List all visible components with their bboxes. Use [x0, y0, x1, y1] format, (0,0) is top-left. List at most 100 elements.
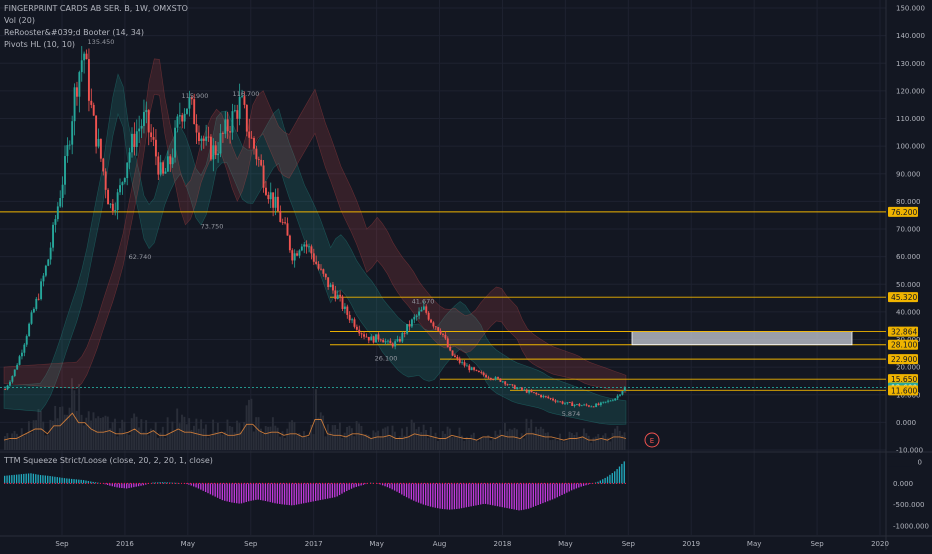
squeeze-bar	[600, 481, 601, 484]
squeeze-bar	[260, 483, 261, 500]
volume-bar	[236, 421, 238, 450]
candle-body	[102, 159, 104, 172]
squeeze-bar	[526, 483, 527, 509]
candle-body	[509, 384, 511, 385]
candle-body	[495, 377, 497, 379]
squeeze-bar	[573, 483, 574, 489]
candle-body	[325, 274, 327, 277]
candle-body	[605, 402, 607, 403]
squeeze-bar	[616, 469, 617, 483]
squeeze-bar	[420, 483, 421, 503]
squeeze-bar	[518, 483, 519, 510]
volume-bar	[478, 441, 480, 450]
pivots-indicator-label[interactable]: Pivots HL (10, 10)	[4, 40, 75, 49]
candle-body	[289, 236, 291, 251]
candle-body	[162, 162, 164, 173]
squeeze-bar	[418, 483, 419, 502]
squeeze-bar	[514, 483, 515, 509]
squeeze-bar	[435, 483, 436, 507]
volume-bar	[57, 418, 59, 450]
volume-bar	[482, 438, 484, 450]
squeeze-bar	[413, 483, 414, 500]
candle-body	[375, 334, 377, 342]
candle-body	[334, 290, 336, 299]
volume-bar	[42, 422, 44, 450]
volume-bar	[384, 427, 386, 450]
squeeze-bar	[33, 474, 34, 484]
volume-bar	[415, 429, 417, 450]
volume-bar	[104, 416, 106, 450]
candle-body	[478, 371, 480, 372]
candle-body	[464, 362, 466, 365]
squeeze-bar	[37, 475, 38, 484]
price-tag-label: 32.864	[891, 328, 917, 337]
candle-body	[198, 133, 200, 141]
volume-bar	[545, 433, 547, 450]
candle-body	[602, 402, 604, 403]
squeeze-bar	[322, 483, 323, 499]
squeeze-bar	[571, 483, 572, 490]
squeeze-bar	[203, 483, 204, 490]
price-tag-label: 76.200	[891, 208, 917, 217]
candle-body	[444, 335, 446, 339]
candle-body	[327, 277, 329, 287]
indicator-tick-label: -500.000	[893, 501, 924, 509]
squeeze-bar	[485, 483, 486, 503]
squeeze-bar	[286, 483, 287, 504]
squeeze-bar	[308, 483, 309, 502]
squeeze-bar	[430, 483, 431, 506]
volume-bar	[49, 420, 51, 450]
volume-bar	[561, 441, 563, 450]
candle-body	[619, 395, 621, 396]
ttm-squeeze-indicator-label[interactable]: TTM Squeeze Strict/Loose (close, 20, 2, …	[4, 456, 213, 465]
squeeze-bar	[14, 475, 15, 484]
squeeze-bar	[224, 483, 225, 500]
volume-bar	[547, 432, 549, 450]
candle-body	[440, 331, 442, 334]
squeeze-bar	[578, 483, 579, 487]
candle-body	[267, 195, 269, 199]
candle-body	[165, 172, 167, 174]
squeeze-bar	[614, 471, 615, 483]
candle-body	[394, 341, 396, 346]
candle-body	[607, 401, 609, 402]
volume-bar	[16, 434, 18, 450]
squeeze-bar	[329, 483, 330, 498]
candle-body	[121, 182, 123, 185]
volume-bar	[322, 416, 324, 450]
squeeze-bar	[561, 483, 562, 495]
volume-bar	[360, 426, 362, 450]
symbol-title[interactable]: FINGERPRINT CARDS AB SER. B, 1W, OMXSTO	[4, 4, 188, 13]
volume-bar	[241, 432, 243, 450]
squeeze-bar	[133, 483, 134, 487]
volume-bar	[521, 433, 523, 450]
time-tick-label: Sep	[55, 540, 69, 548]
candle-body	[471, 367, 473, 370]
candle-body	[222, 133, 224, 134]
squeeze-bar	[535, 483, 536, 506]
squeeze-bar	[454, 483, 455, 509]
squeeze-bar	[459, 483, 460, 508]
candle-body	[150, 132, 152, 137]
volume-bar	[207, 438, 209, 450]
candle-body	[282, 222, 284, 223]
candle-body	[117, 192, 119, 210]
booter-indicator-label[interactable]: ReRooster&#039;d Booter (14, 34)	[4, 28, 144, 37]
volume-bar	[246, 405, 248, 450]
candle-body	[19, 356, 21, 365]
candle-body	[621, 391, 623, 395]
candle-body	[57, 206, 59, 219]
candle-body	[148, 110, 150, 132]
volume-indicator-label[interactable]: Vol (20)	[4, 16, 35, 25]
candle-body	[253, 138, 255, 149]
candle-body	[93, 105, 95, 116]
squeeze-bar	[523, 483, 524, 509]
squeeze-bar	[176, 483, 177, 484]
squeeze-bar	[547, 483, 548, 501]
volume-bar	[571, 433, 573, 450]
volume-bar	[131, 418, 133, 450]
candle-body	[16, 365, 18, 370]
price-tick-label: 20.000	[896, 364, 921, 372]
squeeze-bar	[564, 483, 565, 493]
